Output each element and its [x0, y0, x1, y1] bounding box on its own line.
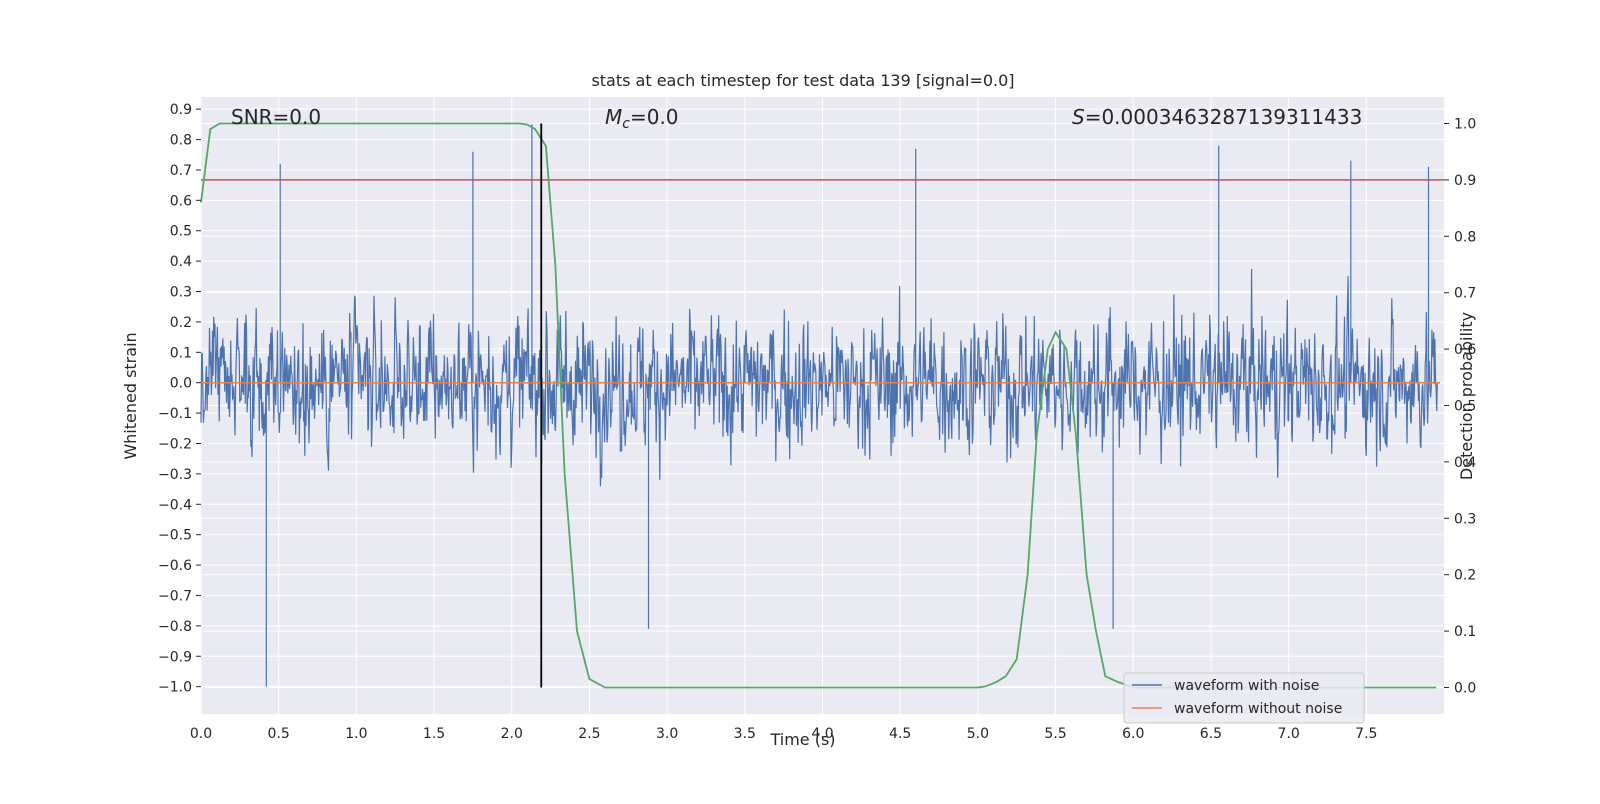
- y-tick-label: −0.9: [158, 649, 192, 665]
- chart-title: stats at each timestep for test data 139…: [591, 71, 1014, 90]
- y-tick-label: 0.0: [170, 376, 192, 392]
- y-tick-label: −0.8: [158, 619, 192, 635]
- x-tick-label: 3.5: [734, 726, 756, 742]
- y-tick-label: −0.4: [158, 497, 192, 513]
- annotation-s-symbol: S: [1072, 105, 1085, 129]
- y2-axis-ticks: 1.0 0.9 0.8 0.7 0.6 0.5 0.4 0.3 0.2 0.1 0.0: [1444, 117, 1476, 696]
- y2-tick-label: 0.6: [1454, 342, 1476, 358]
- x-tick-label: 0.5: [268, 726, 290, 742]
- y-tick-label: −0.7: [158, 588, 192, 604]
- legend-label-clean: waveform without noise: [1174, 701, 1342, 717]
- annotation-chirp-mass: Mc=0.0: [605, 105, 679, 132]
- annotation-snr: SNR=0.0: [231, 105, 321, 129]
- y2-tick-label: 0.2: [1454, 568, 1476, 584]
- y-tick-label: 0.7: [170, 163, 192, 179]
- y-tick-label: −0.6: [158, 558, 192, 574]
- x-tick-label: 6.5: [1200, 726, 1222, 742]
- y-tick-label: −0.5: [158, 528, 192, 544]
- y2-tick-label: 0.0: [1454, 680, 1476, 696]
- x-tick-label: 2.0: [501, 726, 523, 742]
- y2-axis-label: Detection probability: [1457, 312, 1476, 480]
- y-tick-label: −0.3: [158, 467, 192, 483]
- detection-probability-line: [200, 122, 1437, 689]
- y-tick-label: 0.4: [170, 254, 192, 270]
- x-tick-label: 4.0: [811, 726, 833, 742]
- y-tick-label: −1.0: [158, 680, 192, 696]
- legend: waveform with noise waveform without noi…: [1123, 672, 1365, 724]
- y2-tick-label: 1.0: [1454, 117, 1476, 133]
- y-tick-label: −0.2: [158, 436, 192, 452]
- x-tick-label: 7.5: [1355, 726, 1377, 742]
- x-tick-label: 5.5: [1044, 726, 1066, 742]
- x-tick-label: 0.0: [190, 726, 212, 742]
- y-tick-label: 0.9: [170, 102, 192, 118]
- overlay-lines: [200, 122, 1444, 689]
- y-tick-label: −0.1: [158, 406, 192, 422]
- x-tick-label: 4.5: [889, 726, 911, 742]
- y-tick-label: 0.2: [170, 315, 192, 331]
- x-tick-label: 2.5: [578, 726, 600, 742]
- y2-tick-label: 0.4: [1454, 455, 1476, 471]
- y-tick-label: 0.6: [170, 193, 192, 209]
- y2-tick-label: 0.7: [1454, 286, 1476, 302]
- x-tick-label: 5.0: [967, 726, 989, 742]
- noise-waveform-path: [200, 124, 1438, 687]
- legend-label-noise: waveform with noise: [1174, 678, 1319, 694]
- annotation-chirp-mass-value: =0.0: [630, 105, 679, 129]
- y2-tick-label: 0.1: [1454, 624, 1476, 640]
- x-axis-label: Time (s): [769, 730, 835, 749]
- x-tick-label: 6.0: [1122, 726, 1144, 742]
- y2-tick-label: 0.9: [1454, 173, 1476, 189]
- annotation-s-value: =0.0003463287139311433: [1085, 105, 1363, 129]
- annotation-chirp-mass-subscript: c: [622, 116, 630, 132]
- x-tick-label: 7.0: [1277, 726, 1299, 742]
- annotation-s-statistic: S=0.0003463287139311433: [1072, 105, 1362, 129]
- x-tick-label: 3.0: [656, 726, 678, 742]
- y-tick-label: 0.5: [170, 224, 192, 240]
- x-axis-ticks: 0.0 0.5 1.0 1.5 2.0 2.5 3.0 3.5 4.0 4.5 5.0 5.5 6.0 6…: [190, 726, 1378, 742]
- y-axis-ticks: 0.9 0.8 0.7 0.6 0.5 0.4 0.3 0.2 0.1 0.0 −0.1 −0.2 −0…: [158, 102, 201, 696]
- y2-tick-label: 0.3: [1454, 511, 1476, 527]
- y-tick-label: 0.3: [170, 285, 192, 301]
- y2-tick-label: 0.8: [1454, 229, 1476, 245]
- legend-box: [1123, 672, 1365, 724]
- y-tick-label: 0.8: [170, 133, 192, 149]
- y-axis-label: Whitened strain: [121, 332, 140, 459]
- x-tick-label: 1.5: [423, 726, 445, 742]
- series-waveform-with-noise: [200, 124, 1438, 687]
- y-tick-label: 0.1: [170, 345, 192, 361]
- y2-tick-label: 0.5: [1454, 399, 1476, 415]
- annotation-chirp-mass-symbol: M: [605, 105, 622, 129]
- x-tick-label: 1.0: [345, 726, 367, 742]
